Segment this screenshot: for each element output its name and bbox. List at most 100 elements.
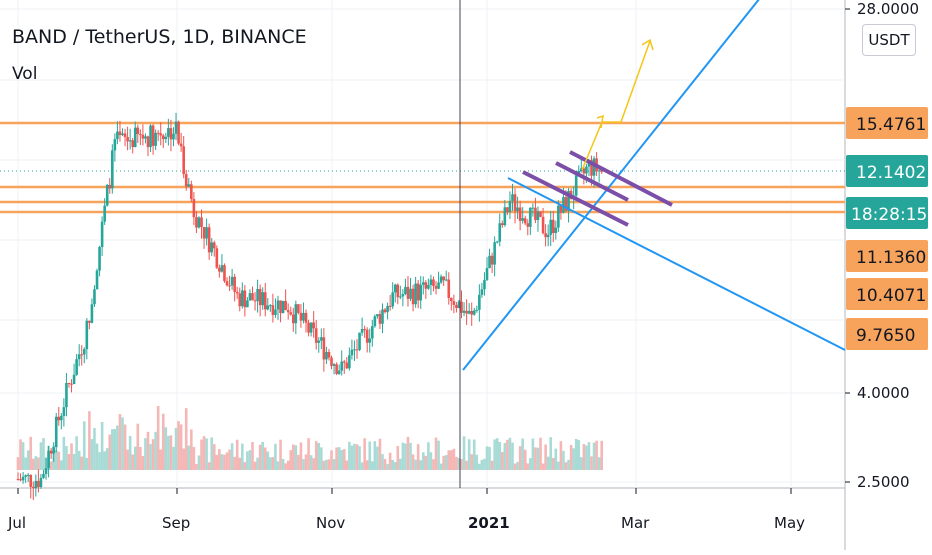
volume-bar xyxy=(516,461,519,470)
volume-bar xyxy=(238,457,242,470)
candle-body xyxy=(197,217,201,228)
candle-body xyxy=(133,127,137,148)
candle-body xyxy=(444,279,448,281)
drawings-layer[interactable] xyxy=(459,0,846,488)
candle-body xyxy=(128,140,132,142)
candle-body xyxy=(70,383,73,385)
price-tag-bg-2 xyxy=(846,197,928,229)
time-scale[interactable]: Jul Sep Nov 2021 Mar May xyxy=(7,488,805,532)
ascending-trendline[interactable] xyxy=(462,0,760,371)
channel-line-1[interactable] xyxy=(522,170,629,227)
volume-bar xyxy=(536,447,540,470)
volume-bar xyxy=(24,457,27,470)
volume-bar xyxy=(526,463,530,470)
candle-body xyxy=(205,227,208,239)
candle-body xyxy=(546,234,550,238)
candle-body xyxy=(123,133,127,138)
volume-bar xyxy=(457,458,461,470)
volume-bar xyxy=(551,457,555,470)
volume-bar xyxy=(358,446,361,470)
volume-indicator-label[interactable]: Vol xyxy=(12,64,38,84)
volume-bar xyxy=(564,462,568,470)
candle-body xyxy=(105,184,109,206)
candle-body xyxy=(200,217,203,227)
channel-line-3[interactable] xyxy=(569,150,673,207)
channel-line-2[interactable] xyxy=(555,161,629,202)
candle-body xyxy=(401,294,405,297)
candle-body xyxy=(90,304,94,323)
volume-bar xyxy=(307,438,310,470)
volume-bar xyxy=(72,453,76,470)
volume-bar xyxy=(90,439,94,470)
price-label-4: 4.0000 xyxy=(857,384,910,402)
candle-body xyxy=(16,478,20,480)
volume-bar xyxy=(465,460,468,470)
volume-bar xyxy=(376,446,379,470)
currency-unit-button[interactable]: USDT xyxy=(862,24,916,56)
candle-body xyxy=(325,351,328,360)
candle-body xyxy=(88,320,91,323)
volume-bar xyxy=(529,458,532,470)
candle-body xyxy=(455,304,458,308)
candle-body xyxy=(544,233,547,238)
volume-bar xyxy=(478,463,481,470)
volume-bar xyxy=(597,457,601,470)
descending-trendline[interactable] xyxy=(507,177,846,351)
volume-bar xyxy=(506,439,509,470)
volume-bar xyxy=(531,438,535,470)
candle-body xyxy=(161,135,165,140)
candle-body xyxy=(184,174,188,187)
projection-arrow-1[interactable] xyxy=(581,121,603,171)
candle-body xyxy=(19,479,22,481)
volume-bar xyxy=(404,443,407,470)
candle-body xyxy=(248,293,252,301)
volume-bar xyxy=(54,450,58,470)
candle-body xyxy=(47,450,50,469)
candle-body xyxy=(600,170,604,172)
candle-body xyxy=(302,312,305,321)
volume-bar xyxy=(450,450,453,470)
candle-body xyxy=(396,284,400,298)
volume-bar xyxy=(554,448,558,470)
volume-bar xyxy=(472,439,476,470)
candle-body xyxy=(421,282,425,285)
candle-body xyxy=(551,219,555,234)
volume-bar xyxy=(424,455,428,470)
candle-body xyxy=(424,282,428,289)
volume-bar xyxy=(202,436,206,470)
volume-bar xyxy=(37,457,40,470)
candle-body xyxy=(253,300,257,302)
volume-bar xyxy=(521,438,524,470)
horizontal-levels[interactable] xyxy=(0,121,845,214)
projection-arrow-2[interactable] xyxy=(602,40,651,123)
volume-bar xyxy=(444,455,448,470)
candle-body xyxy=(330,357,333,366)
candle-body xyxy=(513,194,517,212)
volume-bar xyxy=(332,459,336,470)
volume-bar xyxy=(279,439,282,470)
volume-bar xyxy=(475,454,479,470)
volume-bar xyxy=(274,443,277,470)
volume-bar xyxy=(399,458,402,470)
candle-body xyxy=(355,349,359,351)
candle-body xyxy=(103,205,106,222)
volume-bar xyxy=(60,460,63,470)
volume-bar xyxy=(442,455,445,470)
price-scale[interactable]: 28.0000 4.0000 2.5000 xyxy=(845,0,919,491)
candle-body xyxy=(411,288,415,305)
volume-bar xyxy=(488,446,491,470)
volume-bar xyxy=(80,456,84,470)
volume-bar xyxy=(495,438,499,470)
volume-bar xyxy=(82,421,86,470)
volume-bar xyxy=(539,437,542,470)
volume-bar xyxy=(174,427,178,470)
candle-body xyxy=(238,293,242,307)
volume-bar xyxy=(421,452,425,470)
price-tags: 15.4761 12.1402 18:28:15 11.1360 10.4071… xyxy=(846,107,928,350)
volume-bar xyxy=(123,424,127,470)
volume-bar xyxy=(541,463,545,470)
candle-body xyxy=(312,322,315,329)
candle-body xyxy=(169,128,173,140)
